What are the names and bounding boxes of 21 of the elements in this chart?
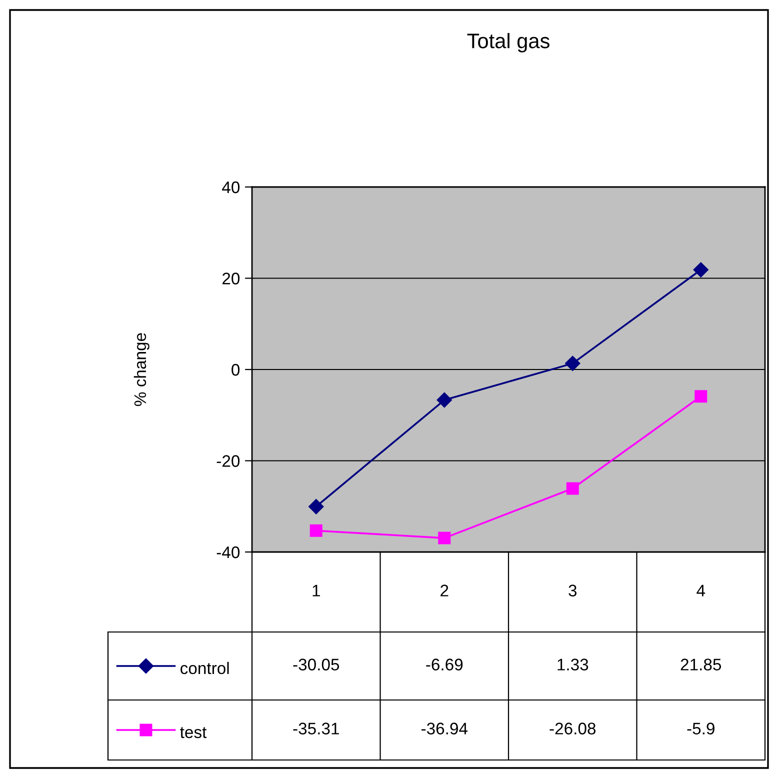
data-label: -35.31 [293, 722, 339, 734]
y-tick-label: 0 [232, 364, 240, 376]
x-tick-label: 4 [696, 584, 706, 596]
data-label: 21.85 [680, 658, 722, 670]
y-tick-label: -20 [216, 455, 240, 467]
y-tick-label: 20 [222, 272, 240, 284]
data-label: -5.9 [687, 722, 714, 734]
data-label: -26.08 [550, 722, 596, 734]
y-tick-label: 40 [222, 181, 240, 194]
data-label: -6.69 [426, 658, 463, 670]
data-label: -30.05 [293, 658, 340, 670]
data-label: -36.94 [421, 722, 468, 734]
chart-title: Total gas [467, 33, 550, 52]
y-axis-title: % change [134, 333, 150, 406]
y-tick-label: -40 [216, 546, 240, 558]
legend-label: test [180, 727, 207, 738]
legend-label: control [180, 662, 229, 674]
x-tick-label: 3 [568, 584, 577, 596]
x-tick-label: 1 [312, 584, 320, 596]
data-label: 1.33 [558, 658, 588, 670]
x-tick-label: 2 [440, 584, 448, 596]
